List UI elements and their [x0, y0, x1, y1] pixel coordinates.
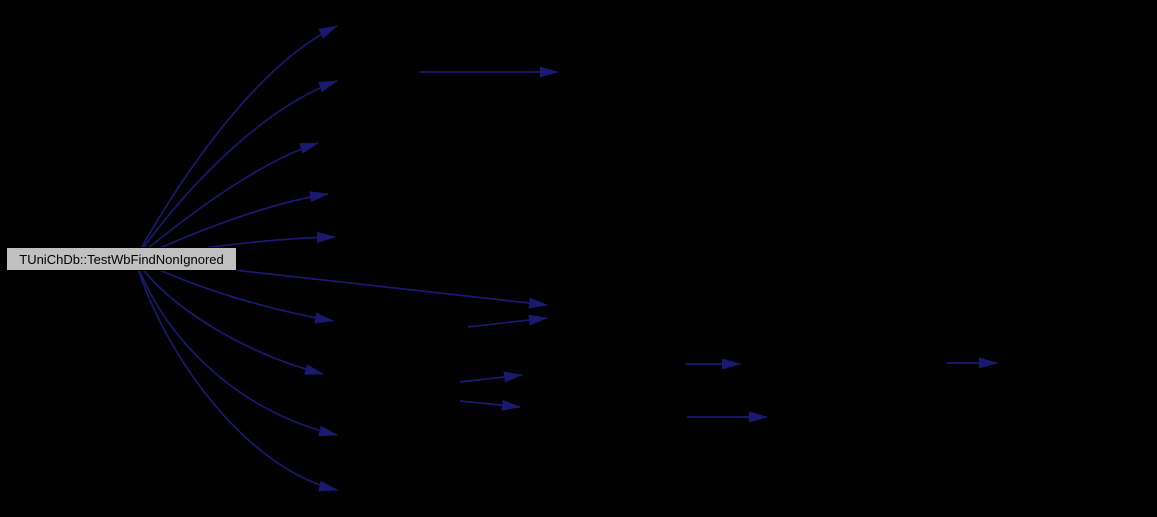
graph-node-root: TUniChDb::TestWbFindNonIgnored	[6, 247, 237, 271]
edge-root-to-callee-1	[134, 25, 338, 260]
edge-root-to-callee-2	[134, 80, 338, 260]
edge-root-to-callee-8	[134, 258, 324, 375]
edge-root-to-callee-3	[134, 142, 319, 260]
edge-root-to-callee-10	[134, 258, 338, 492]
edge-intermediate-4	[459, 399, 521, 411]
graph-node-label: TUniChDb::TestWbFindNonIgnored	[19, 251, 224, 267]
edge-root-to-callee-9	[134, 258, 338, 437]
edge-intermediate-3	[459, 371, 523, 383]
edge-intermediate-2	[467, 314, 548, 328]
